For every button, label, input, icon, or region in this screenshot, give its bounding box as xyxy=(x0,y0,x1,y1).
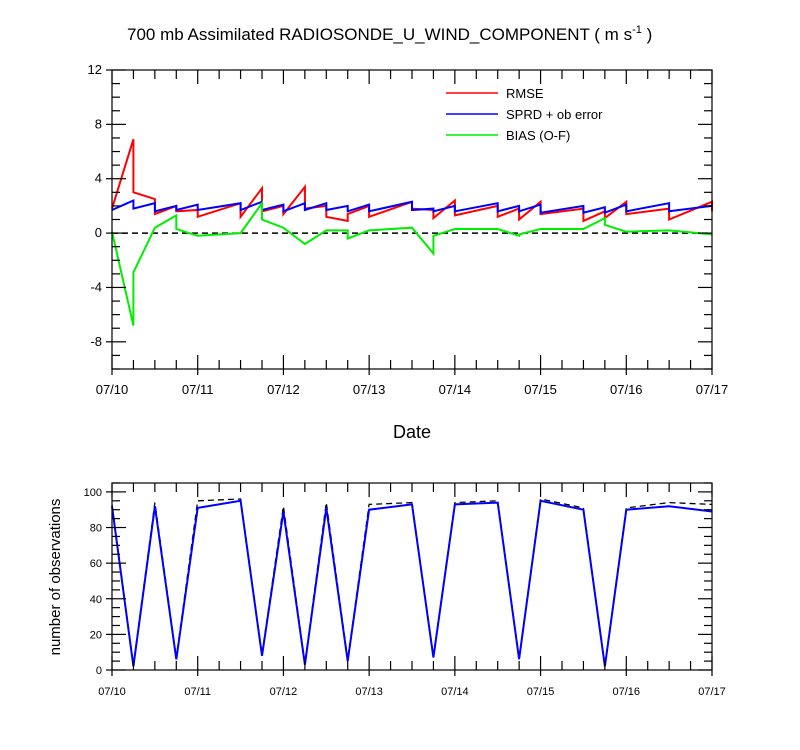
x-tick-label: 07/16 xyxy=(613,686,641,698)
y-tick-label: 40 xyxy=(90,594,102,606)
y-tick-label: 0 xyxy=(96,665,102,677)
y-tick-label: 0 xyxy=(95,225,102,240)
x-tick-label: 07/13 xyxy=(355,686,383,698)
y-tick-label: 80 xyxy=(90,523,102,535)
x-tick-label: 07/10 xyxy=(98,686,126,698)
series-rmse xyxy=(111,139,713,223)
y-tick-label: 8 xyxy=(95,116,102,131)
legend-label-sprd-ob-error: SPRD + ob error xyxy=(506,107,603,122)
top-plot-frame xyxy=(111,69,713,370)
y-tick-label: -4 xyxy=(90,279,102,294)
x-tick-label: 07/12 xyxy=(267,382,300,397)
x-tick-label: 07/11 xyxy=(184,686,211,698)
x-tick-label: 07/15 xyxy=(524,382,557,397)
y-tick-label: 60 xyxy=(90,558,102,570)
legend-label-bias-o-f: BIAS (O-F) xyxy=(506,128,570,143)
x-tick-label: 07/13 xyxy=(353,382,386,397)
y-tick-label: -8 xyxy=(90,334,102,349)
title-end: ) xyxy=(642,25,652,44)
series-bias-o-f xyxy=(111,200,713,326)
series-observations-assimilated xyxy=(111,499,713,667)
chart-title: 700 mb Assimilated RADIOSONDE_U_WIND_COM… xyxy=(127,24,652,44)
x-tick-label: 07/16 xyxy=(610,382,643,397)
x-tick-label: 07/14 xyxy=(441,686,469,698)
x-axis-title: Date xyxy=(393,422,431,442)
series-observations-possible xyxy=(111,498,713,665)
x-tick-label: 07/12 xyxy=(270,686,298,698)
y-tick-label: 20 xyxy=(90,629,102,641)
x-tick-label: 07/17 xyxy=(696,382,729,397)
legend: RMSE SPRD + ob error BIAS (O-F) xyxy=(446,86,603,143)
x-tick-label: 07/14 xyxy=(439,382,472,397)
x-tick-label: 07/17 xyxy=(698,686,726,698)
y-axis-title-observations: number of observations xyxy=(47,499,64,656)
legend-label-rmse: RMSE xyxy=(506,86,544,101)
y-tick-label: 100 xyxy=(84,487,102,499)
title-superscript: -1 xyxy=(632,24,642,36)
y-tick-label: 4 xyxy=(95,171,102,186)
x-tick-label: 07/11 xyxy=(182,382,214,397)
bias-rmse-panel: -8 -4 0 4 8 12 07/10 07/11 07/12 07/13 07/14 07/15… xyxy=(88,62,729,397)
x-tick-label: 07/15 xyxy=(527,686,555,698)
y-tick-label: 12 xyxy=(88,62,102,77)
observations-panel: 0 20 40 60 80 100 07/10 07/11 07/12 07/13 07/14 07… xyxy=(84,482,726,698)
x-tick-label: 07/10 xyxy=(96,382,129,397)
series-sprd-ob-error xyxy=(111,198,713,215)
